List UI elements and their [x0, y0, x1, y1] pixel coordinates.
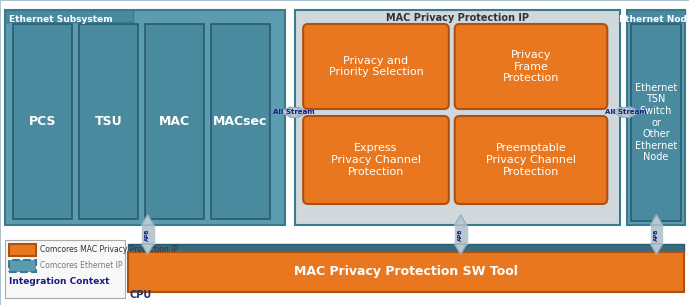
- Bar: [211, 24, 270, 219]
- Text: Integration Context: Integration Context: [9, 278, 109, 286]
- Bar: [295, 10, 620, 225]
- Text: APB: APB: [145, 228, 150, 241]
- Text: Comcores Ethernet IP: Comcores Ethernet IP: [41, 261, 123, 271]
- Text: CPU: CPU: [130, 290, 152, 300]
- Bar: [78, 24, 138, 219]
- Polygon shape: [650, 215, 662, 225]
- Bar: [128, 244, 684, 252]
- Polygon shape: [622, 107, 630, 117]
- Bar: [5, 10, 286, 225]
- Bar: [631, 24, 681, 221]
- Text: Express
Privacy Channel
Protection: Express Privacy Channel Protection: [331, 143, 421, 177]
- Text: TSU: TSU: [94, 115, 122, 128]
- Bar: [5, 10, 133, 22]
- Bar: [128, 252, 684, 292]
- Text: PCS: PCS: [29, 115, 56, 128]
- Polygon shape: [290, 107, 298, 117]
- Text: MAC Privacy Protection SW Tool: MAC Privacy Protection SW Tool: [294, 265, 518, 278]
- Polygon shape: [141, 244, 153, 254]
- Polygon shape: [612, 107, 622, 117]
- Text: Ethernet Subsystem: Ethernet Subsystem: [9, 15, 113, 23]
- Bar: [5, 240, 125, 298]
- Text: MACsec: MACsec: [213, 115, 267, 128]
- Text: Privacy and
Priority Selection: Privacy and Priority Selection: [328, 56, 423, 77]
- Polygon shape: [650, 225, 662, 244]
- FancyBboxPatch shape: [455, 116, 608, 204]
- Text: Comcores MAC Privacy Protection IP: Comcores MAC Privacy Protection IP: [41, 246, 178, 254]
- Polygon shape: [650, 244, 662, 254]
- Bar: [9, 260, 36, 272]
- Text: Privacy
Frame
Protection: Privacy Frame Protection: [503, 50, 559, 83]
- Polygon shape: [141, 225, 153, 244]
- Polygon shape: [455, 215, 466, 225]
- Bar: [627, 10, 685, 22]
- Text: MAC Privacy Protection IP: MAC Privacy Protection IP: [386, 13, 529, 23]
- Bar: [9, 244, 36, 256]
- Bar: [627, 10, 685, 225]
- Polygon shape: [455, 225, 466, 244]
- Text: APB: APB: [458, 228, 463, 241]
- Text: APB: APB: [654, 228, 659, 241]
- FancyBboxPatch shape: [303, 24, 449, 109]
- Text: All Stream: All Stream: [606, 109, 647, 115]
- Polygon shape: [630, 107, 640, 117]
- Bar: [145, 24, 204, 219]
- Text: Ethernet Node: Ethernet Node: [619, 15, 693, 23]
- Text: All Stream: All Stream: [274, 109, 315, 115]
- Polygon shape: [141, 215, 153, 225]
- Polygon shape: [455, 244, 466, 254]
- FancyBboxPatch shape: [455, 24, 608, 109]
- Bar: [13, 24, 72, 219]
- FancyBboxPatch shape: [303, 116, 449, 204]
- Polygon shape: [281, 107, 290, 117]
- Text: MAC: MAC: [159, 115, 190, 128]
- Text: Preemptable
Privacy Channel
Protection: Preemptable Privacy Channel Protection: [486, 143, 576, 177]
- Text: Ethernet
TSN
Switch
or
Other
Ethernet
Node: Ethernet TSN Switch or Other Ethernet No…: [635, 83, 677, 162]
- Polygon shape: [298, 107, 308, 117]
